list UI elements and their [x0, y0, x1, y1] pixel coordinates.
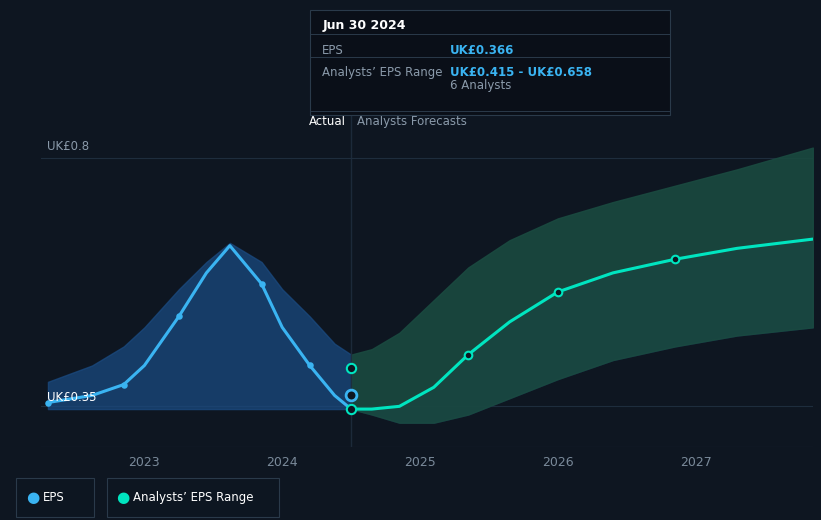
Point [41, 398, 54, 407]
Point [461, 350, 475, 359]
Point [303, 361, 316, 370]
Text: EPS: EPS [43, 491, 64, 504]
Text: UK£0.35: UK£0.35 [47, 391, 96, 404]
Text: ●: ● [26, 490, 39, 505]
Text: ●: ● [117, 490, 130, 505]
Text: UK£0.8: UK£0.8 [47, 140, 89, 153]
Text: Analysts’ EPS Range: Analysts’ EPS Range [133, 491, 254, 504]
Point [117, 381, 131, 389]
Text: Analysts Forecasts: Analysts Forecasts [356, 115, 466, 128]
Text: EPS: EPS [323, 44, 344, 57]
Point [345, 405, 358, 413]
Text: Jun 30 2024: Jun 30 2024 [323, 19, 406, 32]
Text: UK£0.415 - UK£0.658: UK£0.415 - UK£0.658 [450, 66, 592, 79]
Point [172, 313, 186, 321]
Point [668, 255, 681, 264]
Point [345, 405, 358, 413]
Point [345, 391, 358, 399]
Point [345, 364, 358, 372]
Text: Actual: Actual [309, 115, 346, 128]
Text: 6 Analysts: 6 Analysts [450, 79, 511, 92]
Point [255, 280, 268, 288]
Point [551, 288, 564, 296]
Text: Analysts’ EPS Range: Analysts’ EPS Range [323, 66, 443, 79]
Text: UK£0.366: UK£0.366 [450, 44, 514, 57]
